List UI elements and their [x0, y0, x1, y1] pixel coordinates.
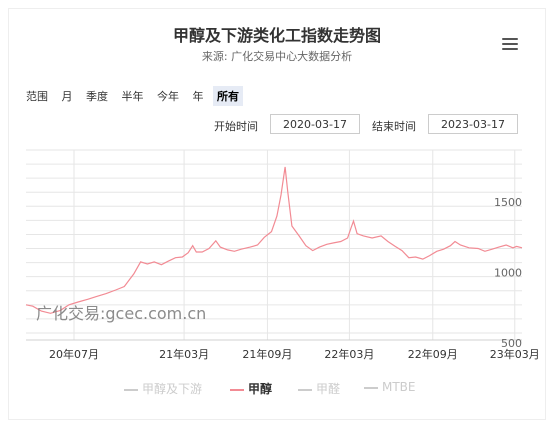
y-tick-label: 1500	[494, 196, 522, 209]
range-button-year[interactable]: 年	[192, 90, 204, 103]
legend-label: 甲醇及下游	[142, 382, 203, 396]
x-axis: 20年07月 21年03月 21年09月 22年03月 22年09月 23年03月	[49, 347, 540, 361]
legend-item-1[interactable]: 甲醇	[230, 380, 272, 397]
chart-subtitle: 来源: 广化交易中心大数据分析	[201, 50, 353, 63]
legend-item-0[interactable]: 甲醇及下游	[124, 380, 202, 397]
start-date-label: 开始时间	[214, 120, 258, 133]
series-line-methanol	[25, 166, 523, 314]
hamburger-menu-icon[interactable]	[502, 38, 518, 52]
legend-swatch-icon	[230, 388, 244, 391]
range-button-ytd[interactable]: 今年	[157, 90, 179, 103]
range-button-month[interactable]: 月	[61, 90, 73, 103]
y-axis: 500 1000 1500	[494, 196, 522, 350]
legend-item-3[interactable]: MTBE	[364, 380, 416, 394]
x-tick-label: 22年09月	[408, 347, 458, 361]
legend-label: MTBE	[382, 380, 416, 394]
end-date-label: 结束时间	[372, 120, 416, 133]
start-date-input[interactable]: 2020-03-17	[270, 114, 360, 134]
range-selector: 范围 月 季度 半年 今年 年 所有	[26, 86, 245, 106]
x-tick-label: 21年09月	[242, 347, 292, 361]
legend-swatch-icon	[124, 388, 138, 391]
legend-item-2[interactable]: 甲醛	[298, 380, 340, 397]
x-tick-label: 23年03月	[490, 347, 540, 361]
watermark-text: 广化交易:gcec.com.cn	[36, 304, 207, 323]
x-tick-label: 20年07月	[49, 347, 99, 361]
chart-grid	[26, 149, 522, 341]
legend-swatch-icon	[298, 388, 312, 391]
chart-title: 甲醇及下游类化工指数走势图	[172, 26, 381, 45]
end-date-input[interactable]: 2023-03-17	[428, 114, 518, 134]
y-tick-label: 500	[501, 337, 522, 350]
x-tick-label: 22年03月	[324, 347, 374, 361]
x-tick-label: 21年03月	[159, 347, 209, 361]
legend-label: 甲醛	[316, 382, 341, 396]
range-button-half-year[interactable]: 半年	[121, 90, 144, 103]
y-tick-label: 1000	[494, 267, 522, 280]
range-button-quarter[interactable]: 季度	[86, 90, 108, 103]
range-button-all[interactable]: 所有	[213, 86, 243, 106]
legend-label: 甲醇	[248, 382, 273, 396]
legend-swatch-icon	[364, 386, 378, 389]
range-label: 范围	[26, 90, 48, 103]
